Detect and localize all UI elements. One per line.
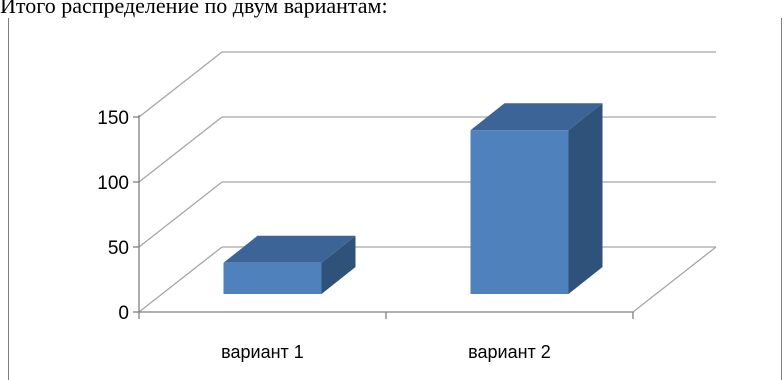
gridline-side bbox=[138, 51, 223, 118]
bar-top-face bbox=[470, 103, 603, 131]
y-tick-label: 100 bbox=[97, 173, 129, 194]
y-axis-tick-labels: 0 50 100 150 bbox=[97, 108, 129, 324]
bar-2 bbox=[470, 103, 603, 294]
gridline-side bbox=[138, 181, 223, 248]
chart-gridlines bbox=[138, 51, 716, 313]
bar-front-face bbox=[470, 130, 569, 294]
bar-1 bbox=[223, 235, 356, 294]
bar-top-face bbox=[223, 235, 356, 263]
chart-bars bbox=[223, 103, 603, 294]
bar-front-face bbox=[223, 262, 322, 294]
bar-side-face bbox=[568, 103, 603, 294]
x-category-label: вариант 2 bbox=[468, 342, 551, 362]
y-tick-label: 150 bbox=[97, 108, 129, 129]
y-tick-label: 0 bbox=[118, 303, 129, 324]
chart-heading: Итого распределение по двум вариантам: bbox=[0, 0, 388, 18]
chart-axes bbox=[133, 115, 634, 319]
chart-frame bbox=[8, 18, 782, 380]
floor-right-edge bbox=[632, 246, 717, 313]
chart-walls bbox=[632, 246, 717, 313]
x-category-label: вариант 1 bbox=[221, 342, 304, 362]
gridline-side bbox=[138, 246, 223, 313]
y-tick-label: 50 bbox=[108, 238, 129, 259]
x-axis-category-labels: вариант 1 вариант 2 bbox=[221, 342, 551, 362]
bar-side-face bbox=[321, 235, 356, 294]
gridline-side bbox=[138, 116, 223, 183]
